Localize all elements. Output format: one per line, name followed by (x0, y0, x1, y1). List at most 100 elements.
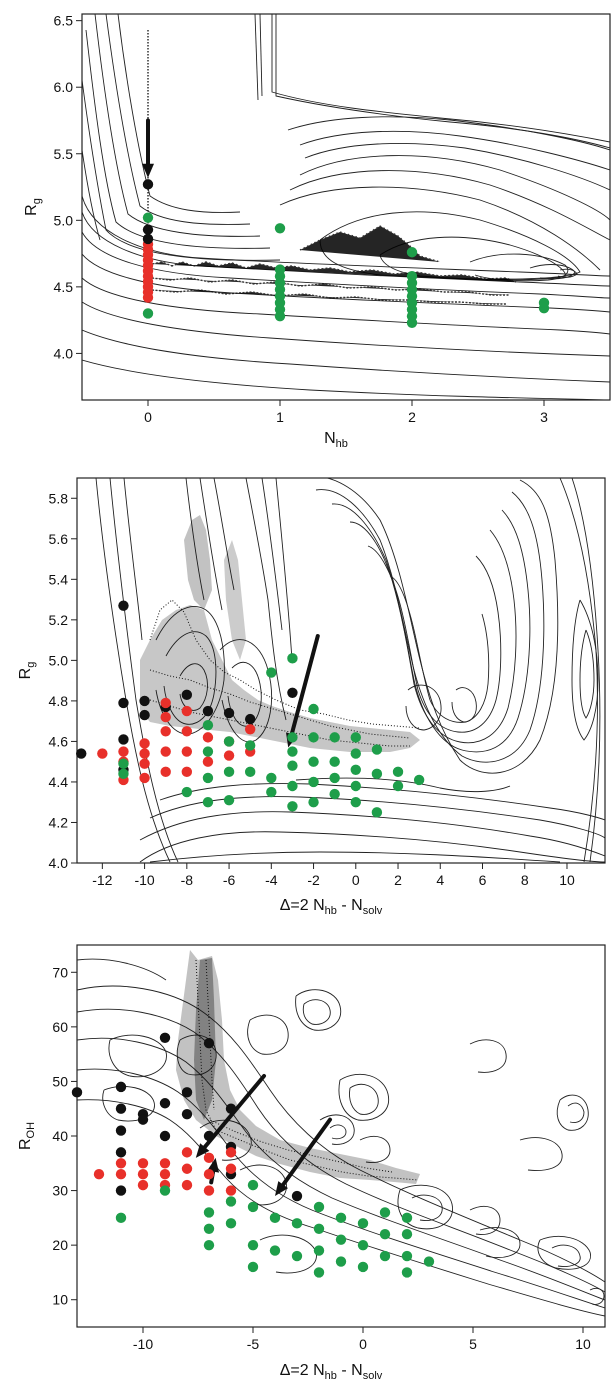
data-point (137, 1158, 149, 1169)
x-tick-label: 1 (276, 409, 284, 425)
annotation-arrow (289, 634, 320, 736)
data-point (159, 1185, 171, 1196)
data-point (202, 720, 214, 731)
data-point (202, 746, 214, 757)
data-point (181, 1147, 193, 1158)
data-point (401, 1229, 413, 1240)
data-point (137, 1179, 149, 1191)
data-point (313, 1201, 325, 1213)
data-point (329, 732, 340, 743)
x-axis-title: Nhb (324, 430, 348, 450)
data-point (357, 1261, 369, 1273)
data-point (247, 1201, 259, 1213)
y-tick-label: 4.6 (49, 733, 69, 749)
data-point (202, 732, 214, 743)
data-point (266, 772, 277, 784)
data-point (160, 697, 171, 709)
panel-3-points (71, 1032, 435, 1278)
data-point (287, 687, 298, 698)
data-point (244, 766, 256, 778)
data-point (308, 703, 319, 715)
data-point (379, 1229, 391, 1240)
data-point (350, 797, 361, 808)
data-point (350, 748, 361, 759)
data-point (115, 1103, 127, 1114)
data-point (223, 736, 235, 747)
data-point (223, 766, 235, 778)
data-point (118, 734, 129, 745)
data-point (223, 750, 235, 761)
data-point (115, 1212, 127, 1224)
panel-1-frame (81, 13, 611, 401)
y-tick-label: 5.0 (49, 652, 69, 668)
data-point (225, 1163, 237, 1174)
annotation-arrow-head (207, 1157, 220, 1173)
panel-1-points (142, 179, 550, 328)
y-tick-label: 20 (52, 1237, 68, 1253)
x-tick-label: -10 (134, 872, 154, 888)
y-tick-label: 5.4 (49, 571, 69, 587)
y-tick-label: 40 (52, 1128, 68, 1144)
y-tick-label: 10 (52, 1292, 68, 1308)
data-point (392, 780, 404, 792)
x-tick-label: -4 (265, 872, 278, 888)
data-point (308, 756, 319, 767)
data-point (202, 772, 214, 784)
data-point (329, 756, 340, 767)
data-point (291, 1218, 303, 1229)
data-point (225, 1185, 237, 1196)
y-axis-title: Rg (23, 198, 43, 216)
data-point (329, 788, 340, 800)
data-point (159, 1098, 171, 1109)
data-point (357, 1239, 369, 1251)
panel-2-contours (95, 478, 605, 863)
data-point (203, 1038, 215, 1049)
data-point (115, 1158, 127, 1169)
data-point (244, 724, 256, 735)
data-point (350, 764, 361, 775)
x-axis-title: Δ=2 Nhb - Nsolv (280, 1362, 383, 1382)
data-point (181, 1163, 193, 1174)
data-point (223, 707, 235, 719)
annotation-arrow-head (142, 163, 154, 178)
y-tick-label: 30 (52, 1183, 68, 1199)
data-point (225, 1196, 237, 1207)
y-tick-label: 4.5 (54, 279, 74, 295)
data-point (139, 758, 150, 769)
data-point (203, 1169, 215, 1180)
data-point (118, 768, 129, 780)
data-point (287, 780, 298, 792)
data-point (160, 746, 171, 757)
data-point (223, 794, 235, 806)
x-tick-label: -6 (223, 872, 236, 888)
panel-1-contours (82, 14, 610, 400)
y-tick-label: 4.4 (49, 774, 69, 790)
y-tick-label: 70 (52, 964, 68, 980)
y-tick-label: 6.5 (54, 13, 74, 29)
data-point (159, 1158, 171, 1169)
x-tick-label: 0 (359, 1336, 367, 1352)
data-point (225, 1218, 237, 1229)
data-point (287, 653, 298, 664)
data-point (71, 1087, 83, 1098)
data-point (413, 774, 425, 786)
data-point (181, 1108, 193, 1120)
data-point (401, 1212, 413, 1224)
data-point (203, 1207, 215, 1218)
annotation-arrow-head (195, 1143, 210, 1158)
y-tick-label: 4.0 (54, 345, 74, 361)
data-point (142, 308, 154, 319)
data-point (181, 705, 193, 717)
panel-3: -10 -5 0 5 10 10 20 30 40 50 60 70 Δ=2 Nhb - Nsolv RO… (17, 944, 606, 1382)
data-point (139, 772, 150, 784)
data-point (202, 797, 214, 808)
data-point (247, 1239, 259, 1251)
x-tick-label: 6 (479, 872, 487, 888)
y-axis-title: Rg (17, 662, 37, 680)
data-point (274, 264, 286, 275)
data-point (287, 746, 298, 757)
data-point (335, 1234, 347, 1245)
data-point (225, 1103, 237, 1114)
data-point (159, 1130, 171, 1142)
y-axis-title: ROH (17, 1122, 37, 1150)
